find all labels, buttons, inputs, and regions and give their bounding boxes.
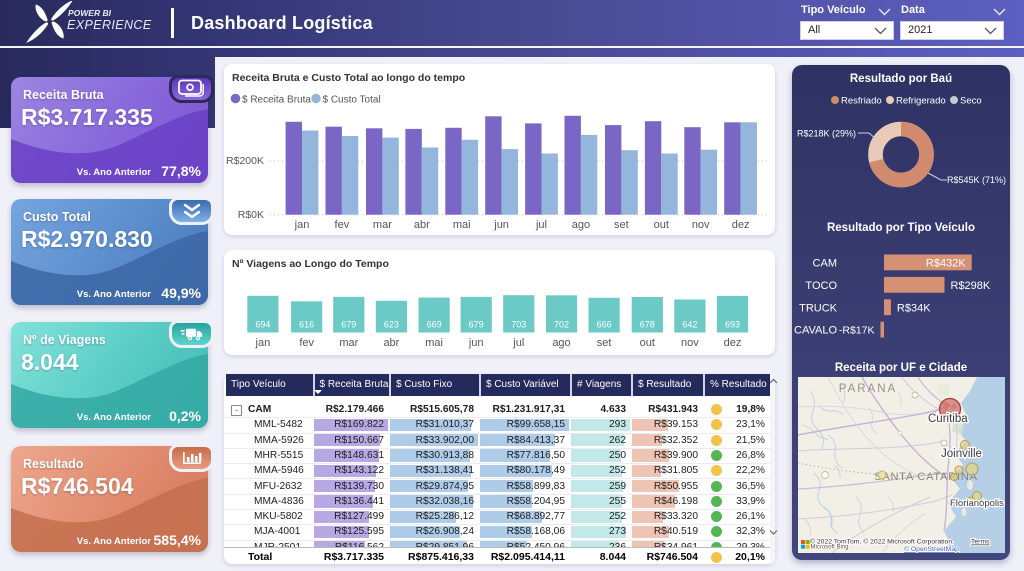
svg-text:Refrigerado: Refrigerado: [896, 96, 946, 107]
svg-text:Joinville: Joinville: [941, 448, 982, 460]
svg-text:$ Receita Bruta: $ Receita Bruta: [242, 95, 311, 106]
svg-text:abr: abr: [383, 337, 399, 349]
svg-text:jul: jul: [535, 219, 547, 231]
svg-text:CAM: CAM: [813, 258, 837, 270]
svg-text:R$298K: R$298K: [951, 280, 991, 292]
svg-text:mai: mai: [453, 219, 471, 231]
svg-text:Microsoft Bing: Microsoft Bing: [811, 545, 849, 551]
svg-text:702: 702: [554, 320, 569, 330]
svg-text:out: out: [654, 219, 669, 231]
svg-text:R$545K (71%): R$545K (71%): [947, 175, 1006, 185]
svg-text:678: 678: [640, 320, 655, 330]
svg-text:R$200K: R$200K: [226, 155, 264, 167]
svg-text:PARANA: PARANA: [839, 383, 897, 395]
svg-text:694: 694: [255, 320, 270, 330]
svg-text:set: set: [614, 219, 629, 231]
svg-text:jan: jan: [255, 337, 271, 349]
svg-text:693: 693: [725, 320, 740, 330]
svg-text:669: 669: [427, 320, 442, 330]
svg-text:679: 679: [341, 320, 356, 330]
svg-text:Terms: Terms: [971, 539, 990, 546]
svg-text:Curitiba: Curitiba: [928, 413, 968, 425]
svg-text:fev: fev: [335, 219, 350, 231]
svg-text:R$432K: R$432K: [926, 258, 966, 270]
svg-text:out: out: [640, 337, 655, 349]
svg-text:Resfriado: Resfriado: [841, 96, 882, 107]
svg-text:R$218K (29%): R$218K (29%): [797, 129, 856, 139]
svg-text:R$0K: R$0K: [238, 209, 264, 221]
svg-text:SANTA CATARINA: SANTA CATARINA: [874, 471, 978, 483]
svg-text:703: 703: [511, 320, 526, 330]
svg-text:Florianópolis: Florianópolis: [950, 498, 1004, 509]
svg-text:mar: mar: [373, 219, 392, 231]
svg-text:TRUCK: TRUCK: [799, 302, 838, 314]
svg-text:666: 666: [597, 320, 612, 330]
svg-text:set: set: [597, 337, 612, 349]
svg-text:R$34K: R$34K: [897, 302, 931, 314]
svg-text:616: 616: [299, 320, 314, 330]
svg-text:CAVALO: CAVALO: [794, 325, 837, 337]
svg-text:ago: ago: [552, 337, 570, 349]
svg-text:fev: fev: [299, 337, 314, 349]
svg-text:623: 623: [384, 320, 399, 330]
svg-text:jul: jul: [512, 337, 524, 349]
svg-text:jun: jun: [493, 219, 509, 231]
svg-text:nov: nov: [681, 337, 699, 349]
svg-text:Seco: Seco: [960, 96, 982, 107]
svg-text:642: 642: [682, 320, 697, 330]
svg-text:ago: ago: [572, 219, 590, 231]
svg-text:abr: abr: [414, 219, 430, 231]
svg-text:TOCO: TOCO: [805, 280, 837, 292]
svg-text:nov: nov: [692, 219, 710, 231]
svg-text:jun: jun: [468, 337, 484, 349]
svg-text:© OpenStreetMap: © OpenStreetMap: [904, 545, 959, 553]
svg-text:jan: jan: [294, 219, 310, 231]
svg-text:© 2022 TomTom, © 2022 Microsof: © 2022 TomTom, © 2022 Microsoft Corporat…: [810, 538, 954, 546]
svg-text:POWER BI: POWER BI: [68, 8, 112, 18]
svg-text:679: 679: [469, 320, 484, 330]
svg-text:dez: dez: [732, 219, 750, 231]
svg-text:mar: mar: [339, 337, 358, 349]
svg-text:dez: dez: [724, 337, 742, 349]
svg-text:$ Custo Total: $ Custo Total: [323, 95, 381, 106]
svg-text:EXPERIENCE: EXPERIENCE: [67, 18, 152, 32]
svg-text:-R$17K: -R$17K: [839, 325, 875, 337]
svg-text:mai: mai: [425, 337, 443, 349]
